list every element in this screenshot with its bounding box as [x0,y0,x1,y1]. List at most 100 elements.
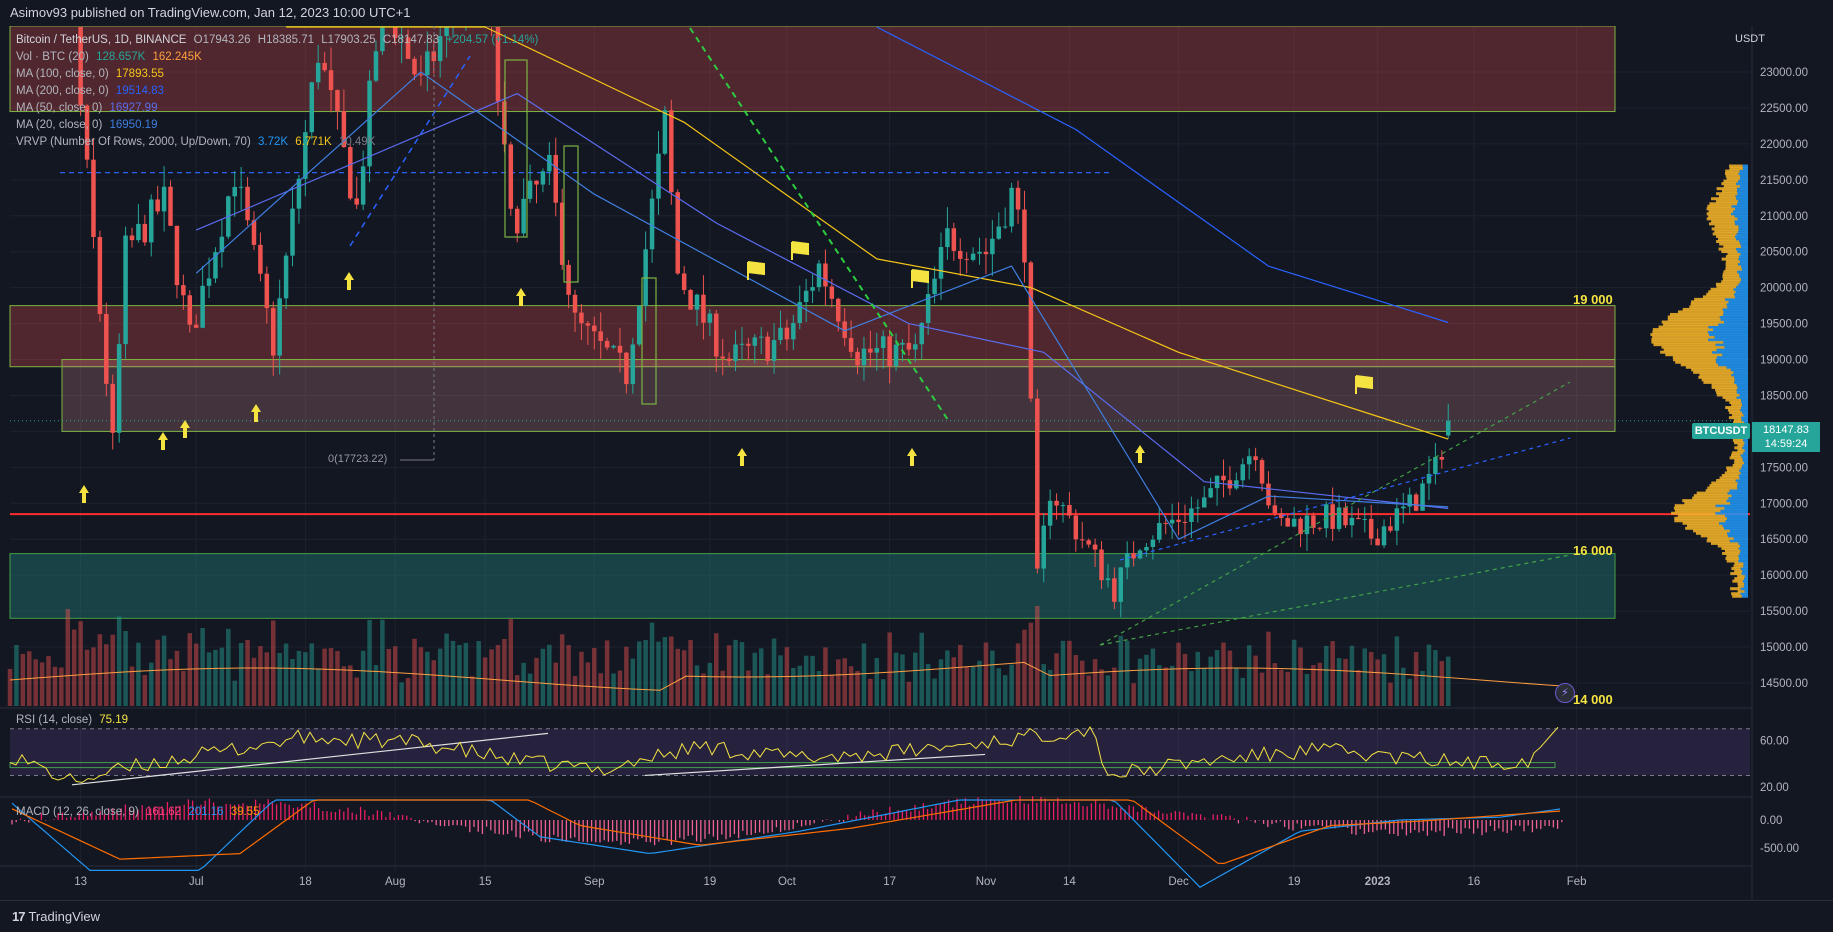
vp-bar-up [1707,204,1732,208]
legend-ma50-row[interactable]: MA (50, close, 0) 16927.99 [16,100,161,117]
vp-bar-down [1743,451,1748,455]
candle-body [649,198,655,250]
candle-body [1015,187,1021,210]
candle-body [797,302,802,323]
volume-bar [861,643,867,706]
volume-bar [1067,640,1072,706]
volume-bar [226,628,231,706]
price-tick-label: 17000.00 [1760,498,1808,510]
vp-bar-down [1741,277,1748,281]
volume-bar [540,648,546,706]
vp-bar-down [1737,192,1748,196]
vp-bar-down [1737,187,1748,191]
volume-bar [78,621,83,706]
vp-bar-up [1732,438,1744,442]
vp-bar-up [1737,589,1745,593]
volume-bar [495,644,501,706]
vp-bar-down [1743,562,1748,566]
volume-bar [470,676,475,706]
candle-body [746,343,751,346]
vp-bar-up [1707,486,1738,490]
volume-bar [418,647,424,706]
volume-bar [482,657,488,706]
legend-macd-row[interactable]: MACD (12, 26, close, 9) 161.62 201.16 39… [16,804,263,821]
vp-bar-up [1708,214,1735,218]
replay-icon[interactable]: ⚡ [1555,683,1575,703]
price-tick-label: 22500.00 [1760,103,1808,115]
candle-body [656,153,661,199]
tv-logo-icon: 17 [12,909,26,924]
legend-ma200-row[interactable]: MA (200, close, 0) 19514.83 [16,83,168,100]
volume-bar [65,609,71,706]
price-tick-label: 14500.00 [1760,678,1808,690]
candle-body [1356,517,1361,520]
candle-body [84,105,90,160]
candle-body [380,27,385,52]
chart-canvas[interactable]: 23000.00 22500.00 22000.00 21500.00 21000.00… [0,26,1833,900]
vp-bar-down [1741,245,1748,249]
vp-bar-down [1735,207,1748,211]
volume-bar [913,652,918,706]
volume-bar [566,645,571,706]
volume-bar [823,647,828,706]
volume-bar [1445,656,1451,706]
volume-bar [97,634,103,706]
vp-bar-up [1716,479,1736,483]
time-axis[interactable]: 13 Jul 18 Aug 15 Sep 19 Oct 17 Nov 14 Dec 19 2023 16 Fe… [74,876,1586,888]
moving-averages [195,26,1449,540]
volume-bar [450,640,456,706]
legend-ma100-row[interactable]: MA (100, close, 0) 17893.55 [16,66,168,83]
volume-bar [1368,651,1374,706]
volume-bar [855,671,860,706]
vp-bar-down [1736,189,1748,193]
vp-bar-up [1737,574,1745,578]
candle-body [78,27,83,106]
volume-bar [810,655,815,706]
candle-body [803,290,809,303]
vp-bar-up [1731,453,1741,457]
candle-body [341,111,347,148]
volume-bar [1221,642,1226,706]
flag-marker [791,241,809,260]
vp-bar-up [1731,413,1744,417]
vp-bar-down [1714,335,1748,339]
candle-body [348,147,353,199]
legend-vol-row[interactable]: Vol · BTC (20) 128.657K 162.245K [16,49,206,66]
volume-bar [1285,671,1290,706]
candle-body [964,258,969,260]
vp-bar-down [1742,456,1748,460]
green-channel-top [1099,381,1571,646]
volume-bar [977,660,982,706]
vp-bar-down [1740,592,1748,596]
volume-bar [643,639,648,706]
tradingview-logo[interactable]: 17 TradingView [12,909,100,924]
macd-signal-line [11,799,1561,865]
volume-bar [1401,667,1406,706]
candle-body [1067,505,1072,516]
vp-bar-down [1731,494,1748,498]
volume-bar [964,666,969,706]
volume-bar [938,659,944,706]
volume-bar [1388,682,1393,706]
currency-label[interactable]: USDT [1735,33,1765,45]
legend-vrvp-row[interactable]: VRVP (Number Of Rows, 2000, Up/Down, 70)… [16,134,379,151]
legend-symbol[interactable]: Bitcoin / TetherUS, 1D, BINANCE [16,34,187,46]
legend-macd-label: MACD (12, 26, close, 9) [16,806,139,818]
volume-bar [149,662,154,706]
volume-bar [932,678,937,706]
candle-body [303,132,308,179]
price-axis[interactable]: 23000.00 22500.00 22000.00 21500.00 21000.00… [1751,26,1833,900]
candle-body [1208,488,1213,498]
volume-bar [816,670,822,706]
candle-body [264,273,270,309]
legend-ma20-row[interactable]: MA (20, close, 0) 16950.19 [16,117,161,134]
candle-body [958,250,963,259]
candle-body [142,223,148,243]
vp-bar-up [1674,504,1716,508]
candle-body [1394,508,1400,531]
candle-body [412,58,417,75]
vp-bar-up [1725,169,1740,173]
legend-rsi-row[interactable]: RSI (14, close) 75.19 [16,712,132,729]
candlesticks[interactable] [78,27,1451,618]
volume-bar [123,630,128,706]
